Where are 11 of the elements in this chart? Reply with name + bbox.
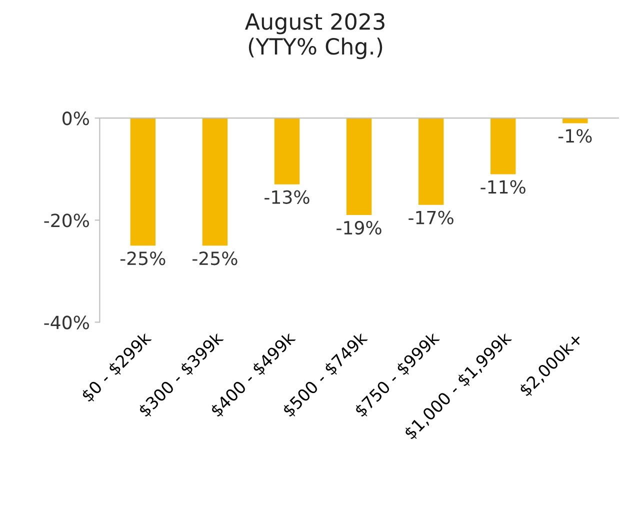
data-label: -13% <box>264 190 310 204</box>
data-label: -19% <box>336 220 382 235</box>
chart-title: August 2023 (YTY% Chg.) <box>244 13 384 60</box>
data-label: -25% <box>120 252 166 266</box>
data-label: -1% <box>558 129 592 143</box>
data-label: -11% <box>480 180 526 194</box>
data-label: -17% <box>408 210 454 224</box>
data-label: -25% <box>192 252 238 266</box>
y-tick-label: -20% <box>44 214 89 228</box>
y-tick-label: 0% <box>62 112 89 126</box>
y-tick-label: -40% <box>44 316 89 330</box>
